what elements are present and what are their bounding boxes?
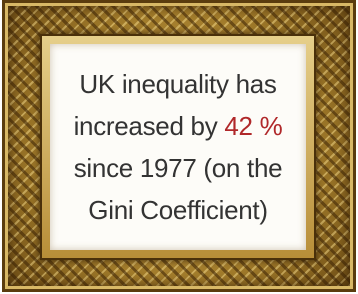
- text-panel: UK inequality has increased by 42 % sinc…: [50, 44, 306, 250]
- text-line: since 1977 (on the: [74, 147, 283, 189]
- highlight: 42 %: [224, 111, 282, 141]
- text-line: increased by 42 %: [74, 105, 283, 147]
- text-line: Gini Coefficient): [88, 189, 267, 231]
- page: UK inequality has increased by 42 % sinc…: [0, 0, 358, 294]
- text-fragment: increased by: [74, 111, 218, 141]
- text-line: UK inequality has: [79, 63, 276, 105]
